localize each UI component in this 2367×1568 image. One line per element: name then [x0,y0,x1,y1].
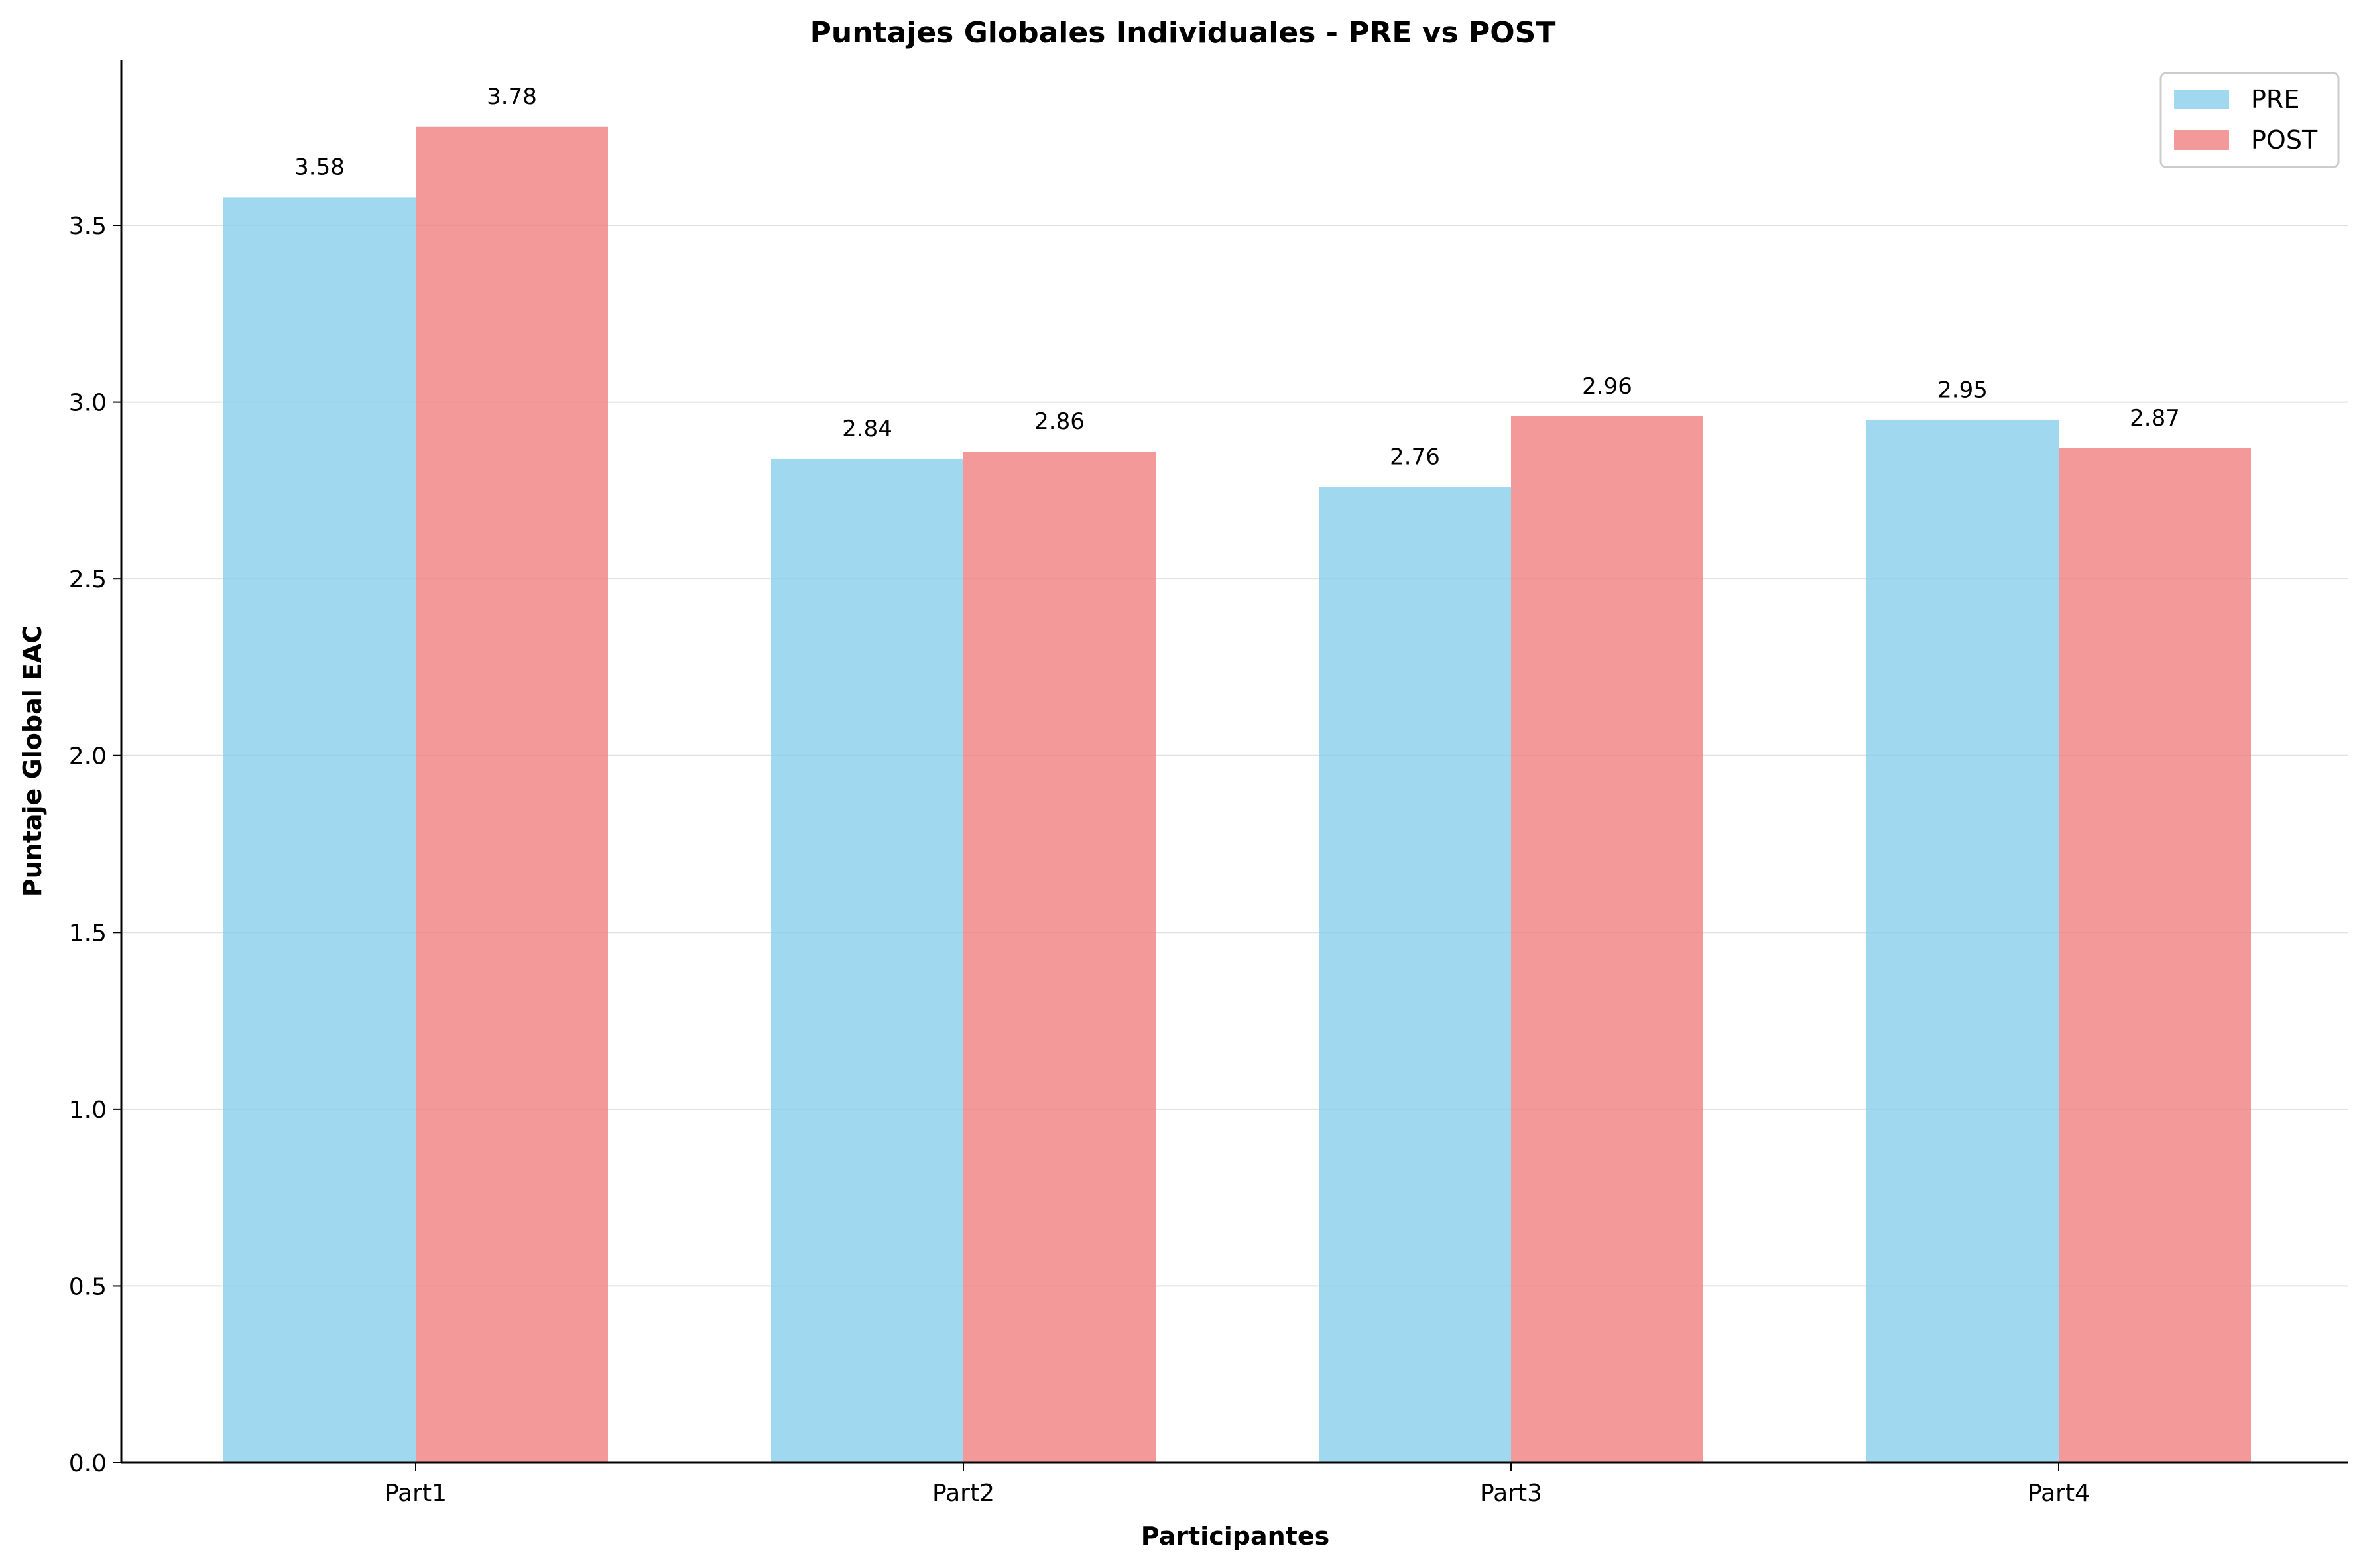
y-tick-label: 3.0 [69,390,107,417]
data-label-post-part4: 2.87 [2130,405,2180,432]
y-axis-label: Puntaje Global EAC [18,625,47,897]
data-label-pre-part4: 2.95 [1937,377,1988,403]
data-label-pre-part3: 2.76 [1390,444,1440,471]
bar-post-part2 [963,452,1156,1463]
bar-value-labels: 3.58 3.78 2.84 2.86 2.76 2.96 2.95 2.87 [294,84,2180,471]
bar-post-part4 [2059,448,2251,1463]
x-tick-label: Part2 [932,1480,995,1507]
data-label-pre-part1: 3.58 [294,154,345,180]
chart-title: Puntajes Globales Individuales - PRE vs … [810,16,1556,50]
bars [223,126,2251,1463]
bar-pre-part1 [223,197,416,1463]
x-ticks: Part1 Part2 Part3 Part4 [385,1463,2090,1507]
bar-post-part3 [1511,416,1703,1463]
data-label-post-part3: 2.96 [1582,373,1632,400]
y-tick-label: 0.5 [69,1273,107,1300]
x-tick-label: Part4 [2028,1480,2090,1507]
legend-swatch-post [2174,130,2229,150]
data-label-post-part1: 3.78 [487,84,537,110]
x-tick-label: Part1 [385,1480,447,1507]
y-tick-label: 2.5 [69,566,107,593]
y-tick-label: 0.0 [69,1450,107,1477]
y-tick-label: 2.0 [69,743,107,770]
y-ticks: 0.0 0.5 1.0 1.5 2.0 2.5 3.0 3.5 [69,213,121,1477]
bar-pre-part2 [771,458,963,1463]
x-axis-label: Participantes [1141,1522,1329,1551]
y-tick-label: 1.5 [69,920,107,947]
legend-swatch-pre [2174,90,2229,109]
legend: PRE POST [2159,72,2340,168]
legend-label-pre: PRE [2251,85,2299,114]
data-label-post-part2: 2.86 [1034,408,1085,435]
data-label-pre-part2: 2.84 [842,416,892,442]
x-tick-label: Part3 [1480,1480,1542,1507]
legend-label-post: POST [2251,125,2318,154]
bar-pre-part4 [1866,420,2059,1463]
y-tick-label: 3.5 [69,213,107,240]
bar-post-part1 [416,126,608,1463]
y-tick-label: 1.0 [69,1097,107,1124]
bar-pre-part3 [1319,487,1511,1463]
